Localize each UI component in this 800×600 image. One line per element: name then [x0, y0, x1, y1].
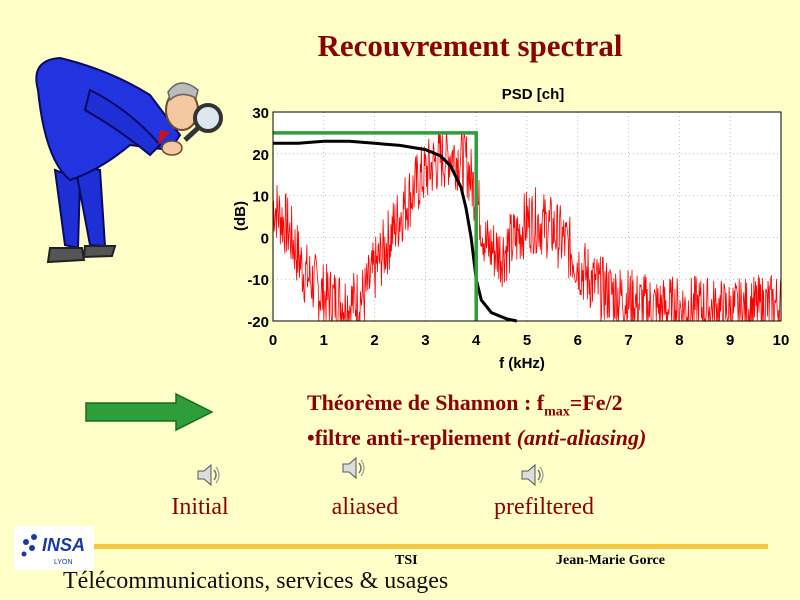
author-name: Jean-Marie Gorce [556, 553, 665, 568]
x-axis-label: f (kHz) [499, 355, 545, 372]
x-tick-label: 9 [726, 332, 734, 349]
filter-response-line [273, 139, 518, 323]
x-tick-label: 5 [523, 332, 531, 349]
aliased-label[interactable]: aliased [331, 494, 399, 520]
plot-frame [272, 111, 782, 322]
man-with-magnifier-illustration [35, 56, 223, 264]
shannon-theorem-text: Théorème de Shannon : fmax=Fe/2 [307, 390, 623, 420]
y-tick-label: -10 [247, 272, 269, 289]
plot-area [272, 111, 782, 322]
x-tick-label: 8 [675, 332, 683, 349]
y-tick-label: 0 [261, 230, 269, 247]
footer-divider [90, 544, 768, 549]
y-tick-label: 20 [252, 147, 269, 164]
speaker-icon [197, 463, 220, 487]
initial-sound-button[interactable] [193, 460, 223, 495]
y-axis-label: (dB) [232, 201, 249, 231]
chart-title: PSD [ch] [502, 86, 565, 103]
y-tick-label: 10 [252, 189, 269, 206]
x-tick-label: 4 [472, 332, 481, 349]
speaker-icon [521, 463, 544, 487]
x-tick-label: 6 [574, 332, 582, 349]
footer-subtitle: Télécommunications, services & usages [63, 568, 449, 594]
x-tick-label: 3 [421, 332, 429, 349]
slide-title: Recouvrement spectral [317, 28, 623, 63]
insa-logo: INSA LYON [14, 526, 94, 570]
x-tick-label: 10 [773, 332, 790, 349]
ideal-filter-line [273, 131, 478, 321]
x-tick-label: 0 [269, 332, 277, 349]
x-tick-label: 1 [320, 332, 328, 349]
speaker-icon [342, 456, 365, 480]
prefiltered-sound-button[interactable] [517, 460, 547, 495]
x-tick-label: 2 [370, 332, 378, 349]
prefiltered-label[interactable]: prefiltered [494, 494, 594, 520]
svg-text:INSA: INSA [42, 535, 85, 555]
x-tick-label: 7 [624, 332, 632, 349]
aliased-sound-button[interactable] [338, 453, 368, 488]
noisy-spectrum-line [272, 132, 782, 323]
svg-text:LYON: LYON [54, 559, 73, 566]
y-tick-label: 30 [252, 105, 269, 122]
y-tick-label: -20 [247, 314, 269, 331]
initial-label[interactable]: Initial [171, 494, 229, 520]
anti-aliasing-filter-text: •filtre anti-repliement (anti-aliasing) [307, 425, 647, 450]
right-arrow-icon [85, 392, 214, 432]
course-name: TSI [395, 553, 418, 568]
